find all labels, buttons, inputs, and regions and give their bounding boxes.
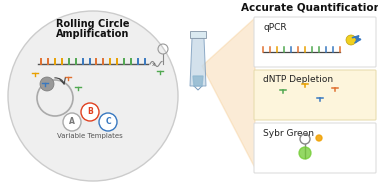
Polygon shape (190, 38, 206, 86)
Circle shape (40, 77, 54, 91)
Circle shape (299, 147, 311, 159)
Text: x: x (152, 62, 156, 68)
FancyBboxPatch shape (254, 123, 376, 173)
Text: Sybr Green: Sybr Green (263, 129, 314, 137)
Text: B: B (87, 108, 93, 116)
Text: A: A (69, 118, 75, 126)
Circle shape (81, 103, 99, 121)
Text: Amplification: Amplification (56, 29, 130, 39)
Circle shape (346, 35, 356, 45)
FancyBboxPatch shape (254, 70, 376, 120)
FancyBboxPatch shape (254, 17, 376, 67)
Polygon shape (193, 76, 203, 86)
Circle shape (8, 11, 178, 181)
Circle shape (316, 135, 322, 141)
Text: qPCR: qPCR (263, 23, 287, 31)
Text: dNTP Depletion: dNTP Depletion (263, 76, 333, 84)
Circle shape (63, 113, 81, 131)
Polygon shape (190, 31, 206, 38)
Text: C: C (105, 118, 111, 126)
Text: Accurate Quantification?: Accurate Quantification? (241, 2, 378, 12)
Text: Rolling Circle: Rolling Circle (56, 19, 130, 29)
Circle shape (99, 113, 117, 131)
Polygon shape (202, 18, 255, 168)
Text: Variable Templates: Variable Templates (57, 133, 123, 139)
